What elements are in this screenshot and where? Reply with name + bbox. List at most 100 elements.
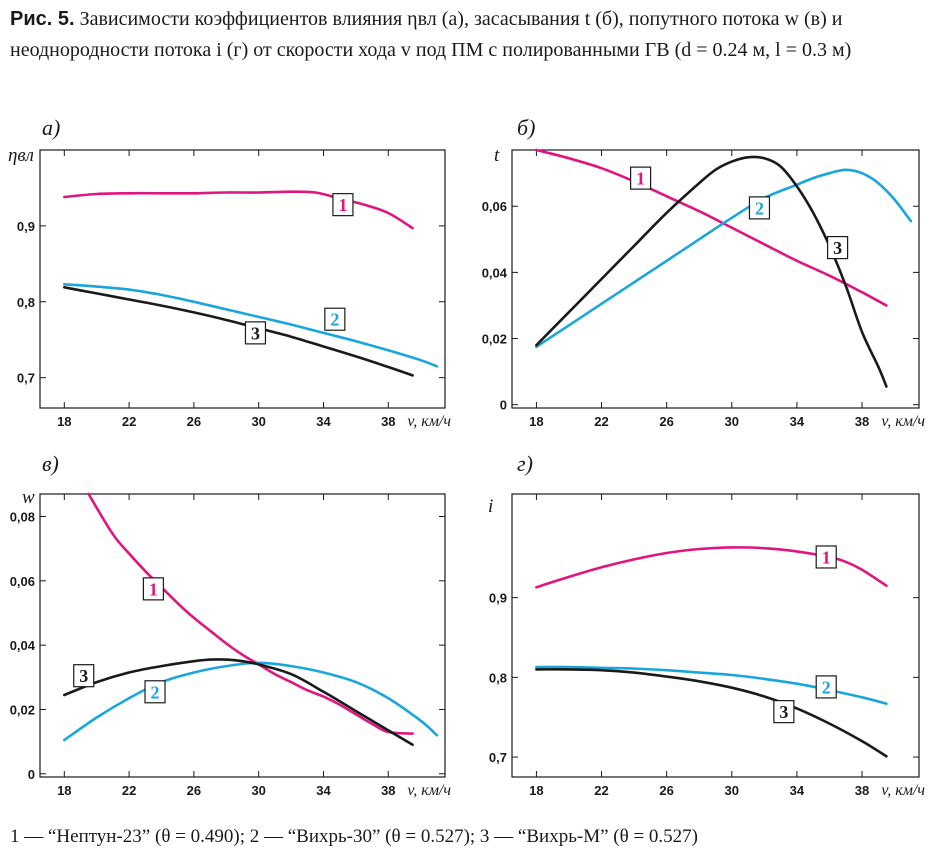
series-marker-box [773,700,795,724]
plot-frame [39,493,446,778]
series-marker-label: 2 [151,682,160,702]
panel-label: а) [42,115,60,140]
x-tick-label: 26 [659,414,673,429]
series-marker-box [748,196,771,220]
series-line-3 [535,668,888,758]
figure-caption: Рис. 5. Зависимости коэффициентов влияни… [10,4,925,66]
chart-panel-3: в) w v, км/ч 18 22 26 30 34 38 0 0,02 0,04 0,06 0,08 1… [10,451,452,799]
x-axis-label: v, км/ч [881,782,925,799]
series-line-2 [63,283,439,368]
series-line-3 [63,286,414,377]
y-tick-label: 0,08 [10,510,35,525]
series-marker-label: 1 [822,547,831,567]
panel-label: б) [517,115,535,140]
series-marker-1: 1 [630,166,652,190]
x-tick-label: 30 [251,414,265,429]
series-marker-1: 1 [815,545,837,569]
x-tick-label: 30 [251,783,265,798]
x-tick-label: 18 [57,783,71,798]
x-tick-label: 18 [57,414,71,429]
series-marker-box [826,235,849,260]
y-tick-label: 0,7 [17,371,35,386]
panel-label: в) [42,451,59,476]
x-tick-label: 34 [316,414,331,429]
y-tick-label: 0,04 [482,265,508,280]
series-marker-box [630,166,652,190]
series-marker-3: 3 [826,235,849,260]
series-line-1 [63,190,414,230]
x-axis-label: v, км/ч [407,413,451,430]
y-axis-label: w [22,487,35,508]
series-marker-label: 2 [822,677,831,697]
series-marker-box [815,675,837,699]
series-marker-box [244,321,267,345]
series-marker-3: 3 [773,700,795,724]
series-marker-2: 2 [815,675,837,699]
chart-panel-4: г) i v, км/ч 18 22 26 30 34 38 0,7 0,8 0,9 1 2 3 [488,451,925,799]
x-tick-label: 22 [594,783,608,798]
series-marker-label: 2 [755,198,764,218]
series-marker-label: 1 [338,195,347,215]
y-tick-label: 0,06 [482,199,507,214]
x-tick-label: 38 [381,414,395,429]
series-marker-box [815,545,837,569]
series-line-1 [535,546,888,589]
x-axis-label: v, км/ч [881,413,925,430]
series-line-2 [63,661,439,742]
series-marker-label: 3 [833,238,842,258]
series-marker-label: 3 [779,702,788,722]
y-tick-label: 0,7 [489,750,507,765]
y-axis-label: ηвл [8,145,34,166]
x-tick-label: 22 [122,783,136,798]
x-tick-label: 34 [790,783,805,798]
y-tick-label: 0,02 [482,332,507,347]
series-line-3 [63,658,414,747]
series-marker-label: 3 [251,323,260,343]
caption-text: Зависимости коэффициентов влияния ηвл (а… [10,8,852,61]
x-tick-label: 22 [594,414,608,429]
x-tick-label: 18 [529,414,543,429]
y-tick-label: 0,8 [489,670,507,685]
x-tick-label: 30 [725,783,739,798]
plot-frame [39,149,446,409]
y-axis-label: t [494,145,500,166]
chart-panel-1: а) ηвл v, км/ч 18 22 26 30 34 38 0,7 0,8 0,9 1 2 3 [8,115,451,430]
series-marker-2: 2 [324,307,346,331]
series-marker-label: 1 [636,169,645,189]
y-axis-label: i [488,496,493,517]
y-tick-label: 0,06 [10,574,35,589]
series-marker-1: 1 [332,193,354,217]
series-marker-label: 2 [330,310,339,330]
x-tick-label: 22 [122,414,136,429]
x-tick-label: 34 [790,414,805,429]
y-tick-label: 0,04 [10,638,36,653]
y-tick-label: 0 [28,767,35,782]
x-tick-label: 26 [659,783,673,798]
y-tick-label: 0,9 [489,591,507,606]
plot-frame [511,149,920,409]
chart-panel-2: б) t v, км/ч 18 22 26 30 34 38 0 0,02 0,04 0,06 1 2 3 [482,115,926,430]
plot-frame [511,493,920,778]
series-line-1 [535,148,888,307]
series-marker-2: 2 [144,680,166,704]
series-marker-box [73,664,95,688]
x-tick-label: 38 [855,414,869,429]
series-marker-box [332,193,354,217]
series-marker-label: 1 [149,579,158,599]
y-tick-label: 0,8 [17,295,35,310]
legend-text: 1 — “Нептун-23” (θ = 0.490); 2 — “Вихрь-… [10,826,698,847]
series-line-3 [535,155,888,388]
x-tick-label: 34 [316,783,331,798]
series-line-1 [87,492,414,735]
x-tick-label: 26 [187,414,201,429]
y-tick-label: 0,02 [10,702,35,717]
series-line-2 [535,168,913,349]
series-marker-box [142,577,164,601]
y-tick-label: 0 [500,398,507,413]
series-marker-3: 3 [73,664,95,688]
series-marker-3: 3 [244,321,267,345]
series-marker-label: 3 [79,666,88,686]
panel-label: г) [517,451,533,476]
x-tick-label: 18 [529,783,543,798]
